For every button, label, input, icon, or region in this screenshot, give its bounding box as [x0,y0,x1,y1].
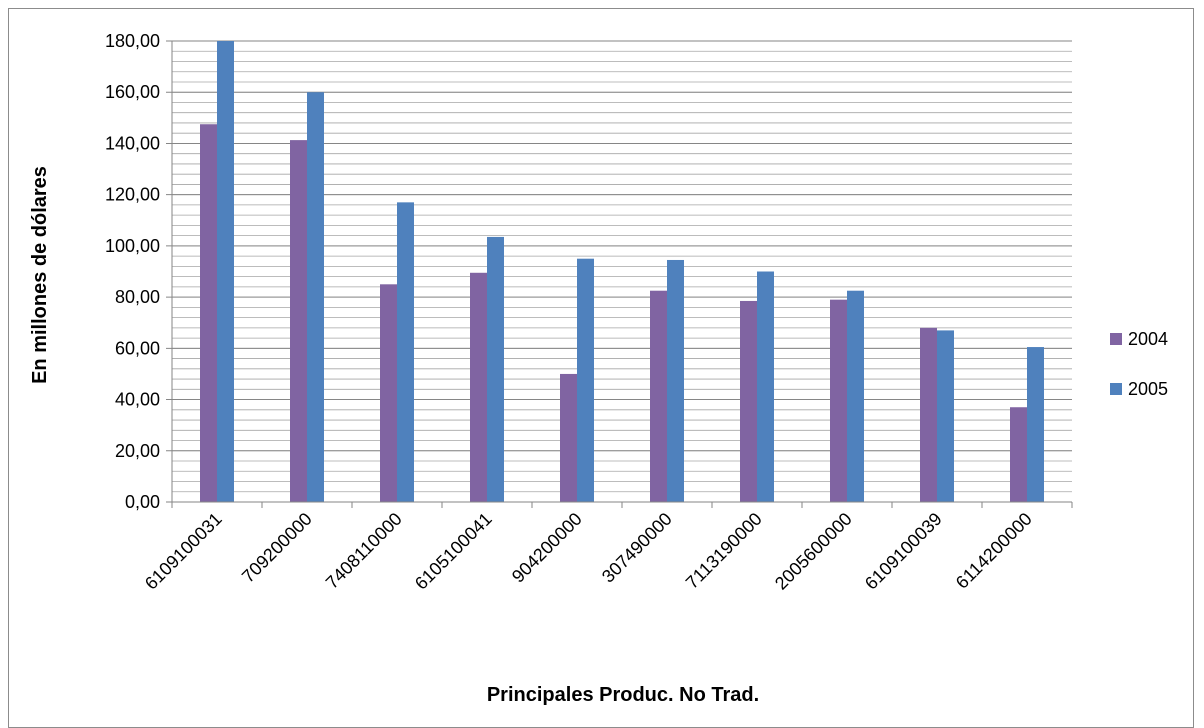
bar-2004-904200000 [560,373,577,502]
bar-2004-7408110000 [380,284,397,502]
bar-2004-6109100031 [200,124,217,502]
x-tick-label: 6105100041 [411,509,496,594]
x-tick-label: 6114200000 [952,509,1036,593]
bars [200,41,1044,503]
y-axis-title: En millones de dólares [29,166,51,384]
x-tick-label: 7408110000 [322,509,406,593]
y-tick-label: 100,00 [105,236,160,256]
bar-2004-709200000 [290,140,307,503]
y-tick-label: 60,00 [115,338,160,358]
legend-swatch-2004 [1110,333,1122,345]
x-tick-label: 904200000 [508,509,586,587]
y-tick-label: 160,00 [105,82,160,102]
bar-2005-6109100031 [217,41,234,502]
axes [171,41,1073,508]
legend-label-2005: 2005 [1128,379,1168,399]
bar-2005-709200000 [307,92,324,502]
x-tick-label: 6109100031 [141,509,226,594]
legend-swatch-2005 [1110,383,1122,395]
x-axis-title: Principales Produc. No Trad. [487,684,759,706]
y-tick-labels: 0,00 20,00 40,00 60,00 80,00 100,00 120,00 140,… [105,31,160,512]
y-tick-label: 120,00 [105,185,160,205]
y-tick-label: 180,00 [105,31,160,51]
x-tick-label: 7113190000 [682,509,766,593]
bar-2005-6105100041 [487,236,504,503]
bar-chart: 0,00 20,00 40,00 60,00 80,00 100,00 120,00 140,… [29,31,1168,706]
x-tick-label: 307490000 [598,509,676,587]
y-tick-label: 20,00 [115,441,160,461]
bar-2004-307490000 [650,290,667,502]
y-tick-label: 140,00 [105,133,160,153]
bar-2004-7113190000 [740,300,757,502]
x-tick-label: 2005600000 [771,509,856,594]
y-tick-label: 40,00 [115,390,160,410]
bar-2004-2005600000 [830,299,847,502]
legend-label-2004: 2004 [1128,329,1168,349]
bar-2004-6109100039 [920,327,937,502]
x-tick-label: 709200000 [238,509,316,587]
bar-2005-6109100039 [937,330,954,502]
bar-2004-6114200000 [1010,407,1027,502]
bar-2005-904200000 [577,258,594,502]
bar-2005-7113190000 [757,271,774,502]
bar-2004-6105100041 [470,272,487,502]
bar-2005-2005600000 [847,290,864,502]
x-tick-label: 6109100039 [861,509,946,594]
bar-2005-7408110000 [397,202,414,502]
x-tick-labels: 6109100031 709200000 7408110000 6105100041 9… [141,509,1036,594]
y-tick-label: 80,00 [115,287,160,307]
bar-2005-6114200000 [1027,347,1044,502]
bar-2005-307490000 [667,259,684,502]
y-tick-label: 0,00 [125,492,160,512]
legend: 2004 2005 [1110,329,1168,399]
